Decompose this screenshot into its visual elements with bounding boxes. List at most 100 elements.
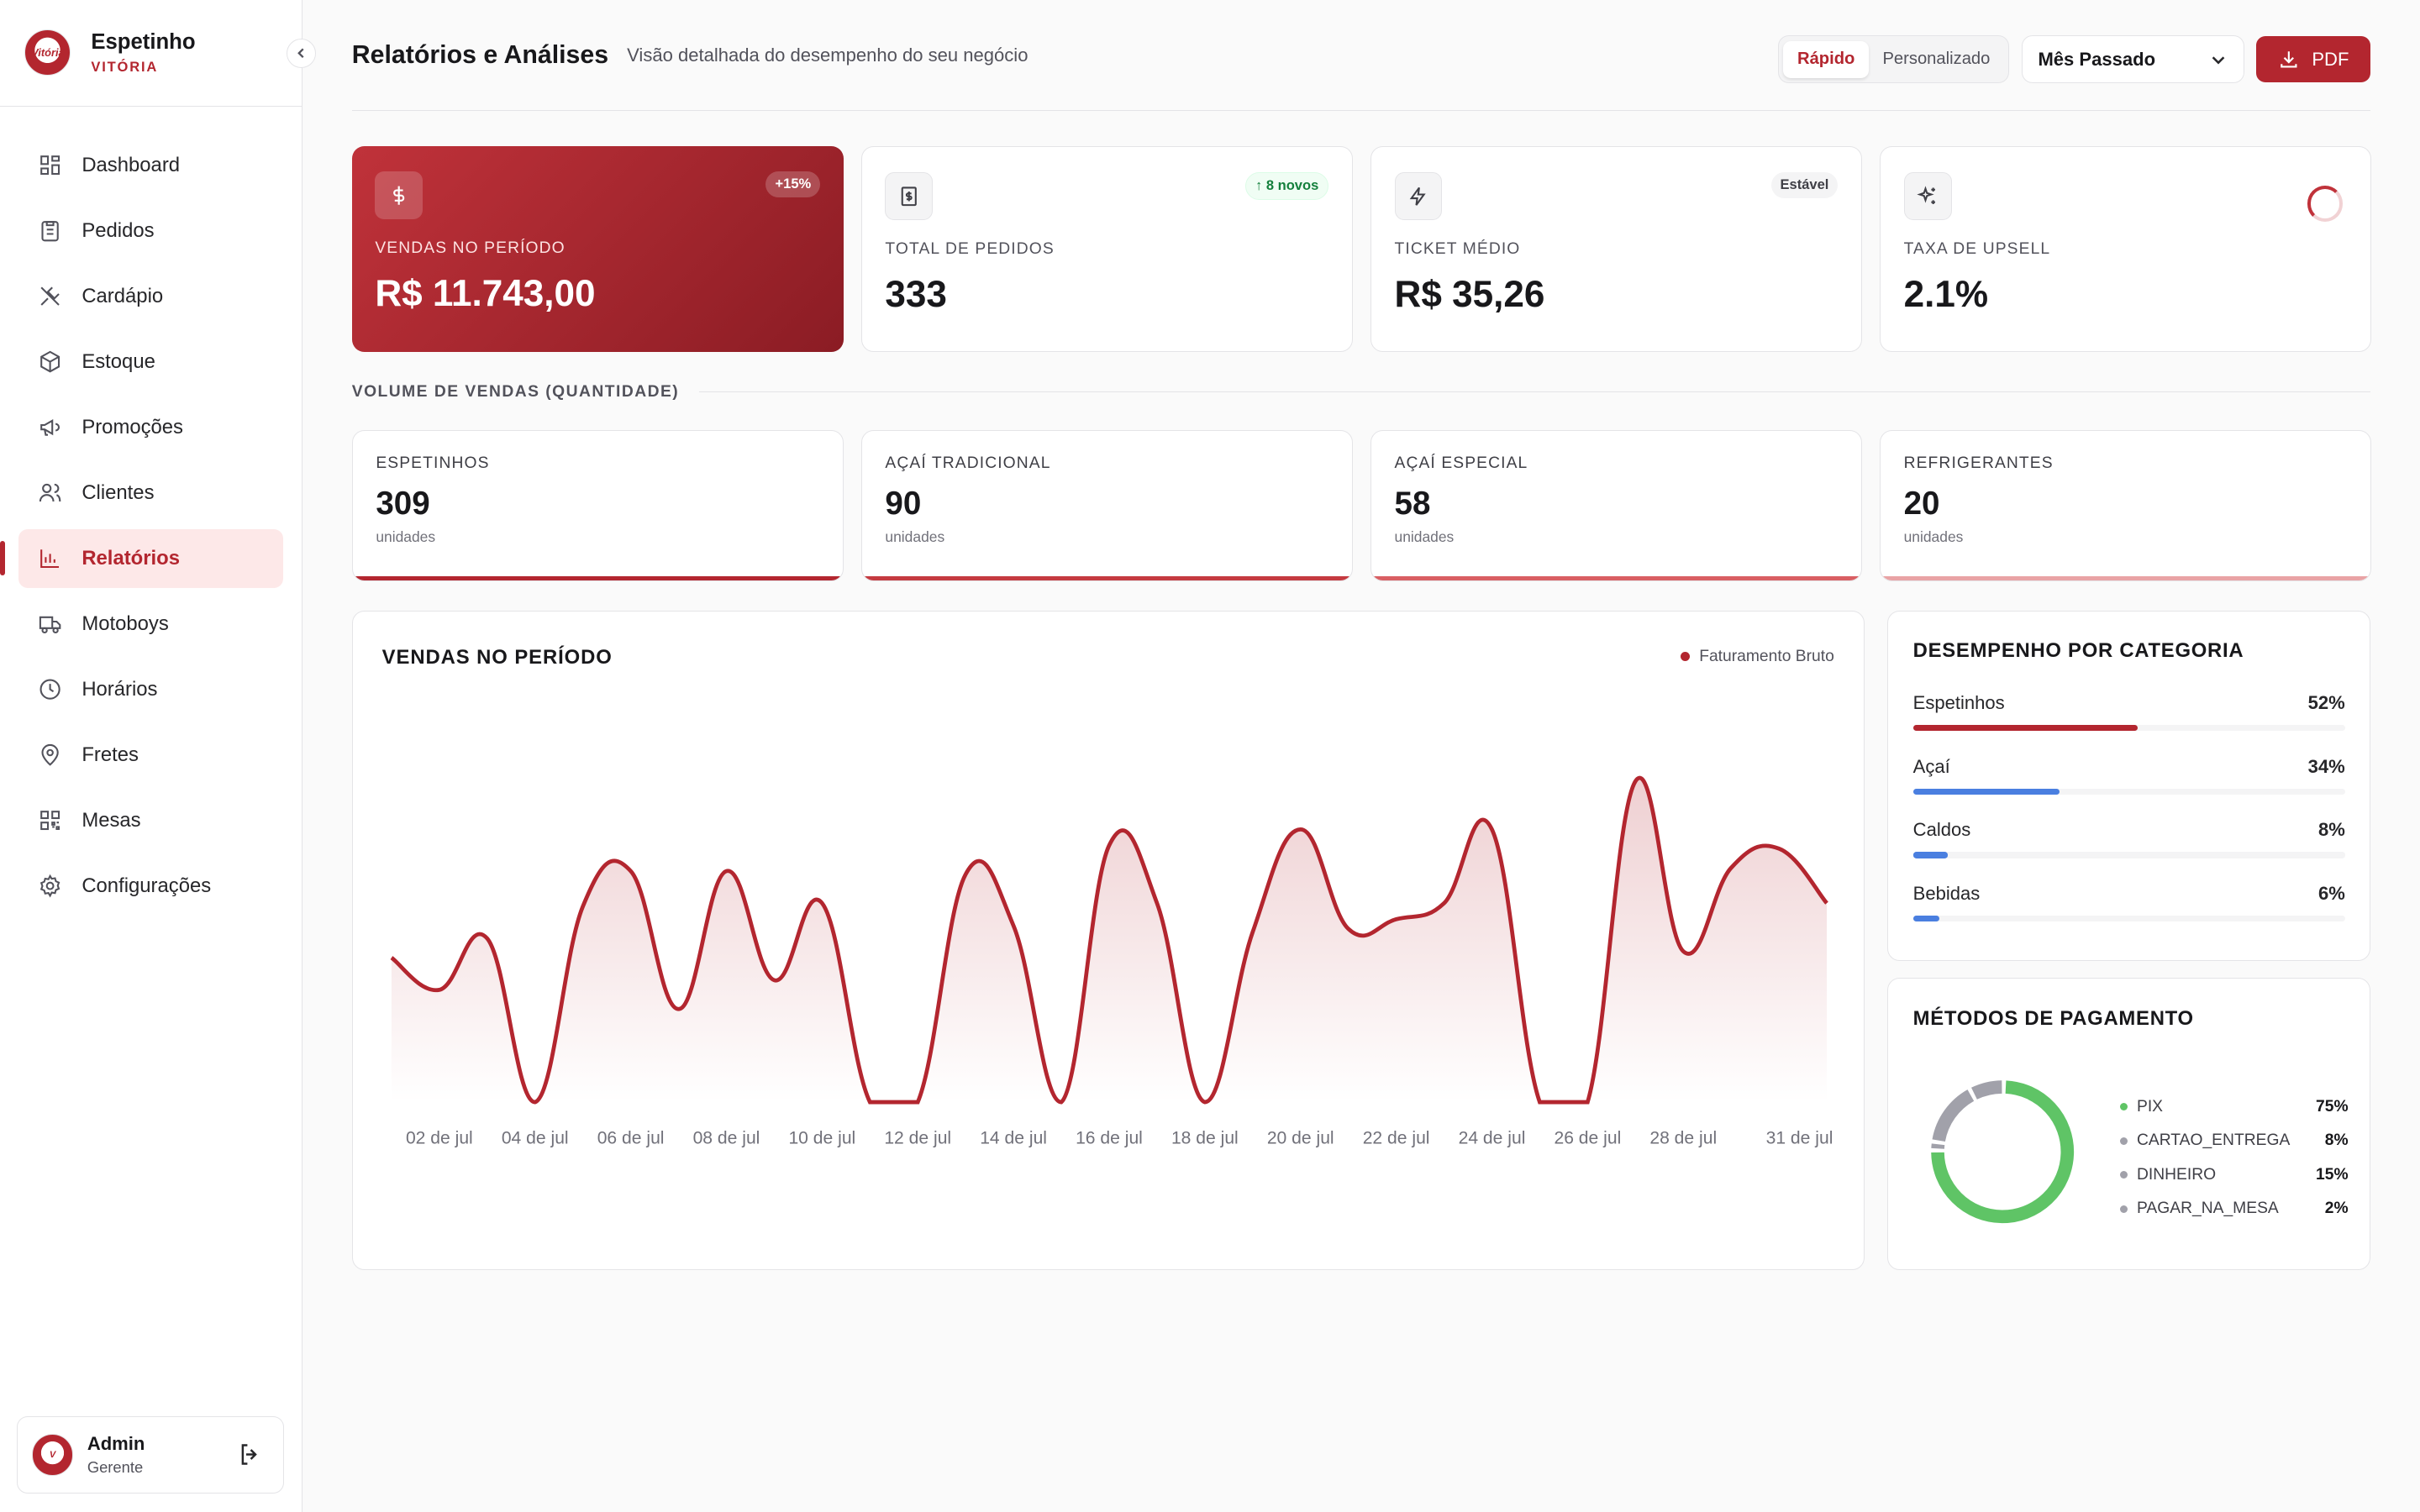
sidebar-item-configuracoes[interactable]: Configurações bbox=[18, 857, 283, 916]
volume-value: 58 bbox=[1395, 486, 1839, 522]
x-tick-label: 26 de jul bbox=[1554, 1129, 1621, 1148]
brand-logo-text: Vitória bbox=[31, 46, 65, 59]
payment-label: DINHEIRO bbox=[2137, 1166, 2216, 1184]
volume-value: 90 bbox=[885, 486, 1328, 522]
sidebar-item-cardapio[interactable]: Cardápio bbox=[18, 267, 283, 326]
period-select[interactable]: Mês Passado bbox=[2022, 35, 2244, 83]
x-tick-label: 02 de jul bbox=[406, 1129, 473, 1148]
collapse-sidebar-button[interactable] bbox=[287, 39, 316, 68]
category-label: Espetinhos bbox=[1913, 692, 2005, 714]
payment-row: DINHEIRO 15% bbox=[2120, 1158, 2349, 1192]
x-tick-label: 10 de jul bbox=[788, 1129, 855, 1148]
x-tick-label: 22 de jul bbox=[1362, 1129, 1429, 1148]
brand-logo: Vitória bbox=[24, 29, 71, 76]
sidebar-item-estoque[interactable]: Estoque bbox=[18, 333, 283, 391]
payment-pct: 75% bbox=[2316, 1098, 2349, 1116]
volume-unit: unidades bbox=[1904, 528, 2348, 546]
sidebar-item-label: Promoções bbox=[82, 416, 183, 439]
category-bar bbox=[1913, 916, 1939, 921]
sidebar-item-label: Horários bbox=[82, 678, 157, 701]
dollar-icon bbox=[375, 171, 423, 219]
category-track bbox=[1913, 725, 2345, 731]
user-card: V Admin Gerente bbox=[17, 1416, 284, 1494]
brand: Vitória Espetinho VITÓRIA bbox=[0, 0, 302, 107]
category-row: Espetinhos 52% bbox=[1913, 692, 2345, 731]
sidebar-item-pedidos[interactable]: Pedidos bbox=[18, 202, 283, 260]
donut-slice-dinheiro bbox=[1939, 1095, 1970, 1141]
donut-slice-cartao-entrega bbox=[1974, 1087, 2002, 1094]
sidebar-item-horarios[interactable]: Horários bbox=[18, 660, 283, 719]
brand-name: Espetinho bbox=[91, 30, 195, 55]
payment-dot bbox=[2120, 1171, 2128, 1179]
category-row: Caldos 8% bbox=[1913, 819, 2345, 858]
logout-button[interactable] bbox=[237, 1441, 265, 1475]
volume-value: 20 bbox=[1904, 486, 2348, 522]
brand-sub: VITÓRIA bbox=[91, 59, 195, 76]
page-title: Relatórios e Análises bbox=[352, 41, 608, 70]
sidebar-item-label: Relatórios bbox=[82, 547, 180, 570]
volume-label: AÇAÍ TRADICIONAL bbox=[885, 454, 1328, 473]
kpi-row: +15% VENDAS NO PERÍODO R$ 11.743,00 ↑ 8 … bbox=[352, 146, 2371, 351]
sidebar-item-label: Estoque bbox=[82, 350, 155, 374]
clock-icon bbox=[37, 676, 63, 702]
payment-row: CARTAO_ENTREGA 8% bbox=[2120, 1124, 2349, 1158]
sidebar-item-clientes[interactable]: Clientes bbox=[18, 464, 283, 522]
sidebar-item-relatorios[interactable]: Relatórios bbox=[18, 529, 283, 588]
sidebar-item-dashboard[interactable]: Dashboard bbox=[18, 136, 283, 195]
legend-label: Faturamento Bruto bbox=[1699, 648, 1834, 666]
category-card: DESEMPENHO POR CATEGORIA Espetinhos 52% Aç… bbox=[1887, 611, 2370, 961]
qr-code-icon bbox=[37, 807, 63, 833]
x-tick-label: 28 de jul bbox=[1649, 1129, 1717, 1148]
category-pct: 8% bbox=[2318, 819, 2345, 841]
chart-title: VENDAS NO PERÍODO bbox=[382, 646, 613, 669]
category-label: Caldos bbox=[1913, 819, 1971, 841]
category-label: Bebidas bbox=[1913, 883, 1981, 905]
sidebar-item-label: Clientes bbox=[82, 481, 154, 505]
category-bar bbox=[1913, 852, 1948, 858]
payment-label: CARTAO_ENTREGA bbox=[2137, 1131, 2290, 1150]
category-title: DESEMPENHO POR CATEGORIA bbox=[1913, 639, 2345, 663]
export-pdf-button[interactable]: PDF bbox=[2256, 36, 2370, 82]
avatar: V bbox=[32, 1434, 74, 1476]
kpi-value: 333 bbox=[885, 274, 1328, 316]
download-icon bbox=[2278, 49, 2300, 71]
sidebar-item-label: Pedidos bbox=[82, 219, 154, 243]
map-pin-icon bbox=[37, 742, 63, 768]
export-pdf-label: PDF bbox=[2312, 49, 2349, 71]
kpi-label: VENDAS NO PERÍODO bbox=[375, 239, 820, 258]
kpi-ticket: Estável TICKET MÉDIO R$ 35,26 bbox=[1370, 146, 1862, 351]
payment-legend: PIX 75% CARTAO_ENTREGA 8% DINHEIRO 15% PAGAR_N… bbox=[2120, 1090, 2349, 1226]
x-tick-label: 16 de jul bbox=[1076, 1129, 1143, 1148]
volume-card: ESPETINHOS 309 unidades bbox=[352, 430, 844, 581]
kpi-label: TICKET MÉDIO bbox=[1395, 240, 1839, 259]
category-row: Bebidas 6% bbox=[1913, 883, 2345, 921]
category-row: Açaí 34% bbox=[1913, 756, 2345, 795]
mode-custom-button[interactable]: Personalizado bbox=[1869, 41, 2004, 78]
sidebar-item-mesas[interactable]: Mesas bbox=[18, 791, 283, 850]
category-pct: 6% bbox=[2318, 883, 2345, 905]
volume-section-title: VOLUME DE VENDAS (QUANTIDADE) bbox=[352, 383, 2370, 402]
box-icon bbox=[37, 349, 63, 375]
sales-chart: 02 de jul 04 de jul 06 de jul 08 de jul 10 d… bbox=[353, 612, 1865, 1270]
sparkles-icon bbox=[1904, 172, 1952, 220]
volume-unit: unidades bbox=[1395, 528, 1839, 546]
sidebar-item-label: Cardápio bbox=[82, 285, 163, 308]
volume-value: 309 bbox=[376, 486, 819, 522]
kpi-value: R$ 11.743,00 bbox=[375, 273, 820, 315]
x-tick-label: 18 de jul bbox=[1171, 1129, 1239, 1148]
payment-title: MÉTODOS DE PAGAMENTO bbox=[1913, 1007, 2345, 1031]
payment-row: PAGAR_NA_MESA 2% bbox=[2120, 1192, 2349, 1226]
kpi-badge-text: 8 novos bbox=[1266, 177, 1318, 193]
category-track bbox=[1913, 789, 2345, 795]
sidebar-item-label: Fretes bbox=[82, 743, 139, 767]
payment-pct: 8% bbox=[2325, 1131, 2349, 1150]
sidebar-item-promocoes[interactable]: Promoções bbox=[18, 398, 283, 457]
x-tick-label: 24 de jul bbox=[1458, 1129, 1525, 1148]
truck-icon bbox=[37, 611, 63, 637]
volume-unit: unidades bbox=[885, 528, 1328, 546]
mode-quick-button[interactable]: Rápido bbox=[1783, 41, 1868, 78]
kpi-label: TOTAL DE PEDIDOS bbox=[885, 240, 1328, 259]
sidebar-item-fretes[interactable]: Fretes bbox=[18, 726, 283, 785]
x-tick-label: 06 de jul bbox=[597, 1129, 664, 1148]
sidebar-item-motoboys[interactable]: Motoboys bbox=[18, 595, 283, 654]
